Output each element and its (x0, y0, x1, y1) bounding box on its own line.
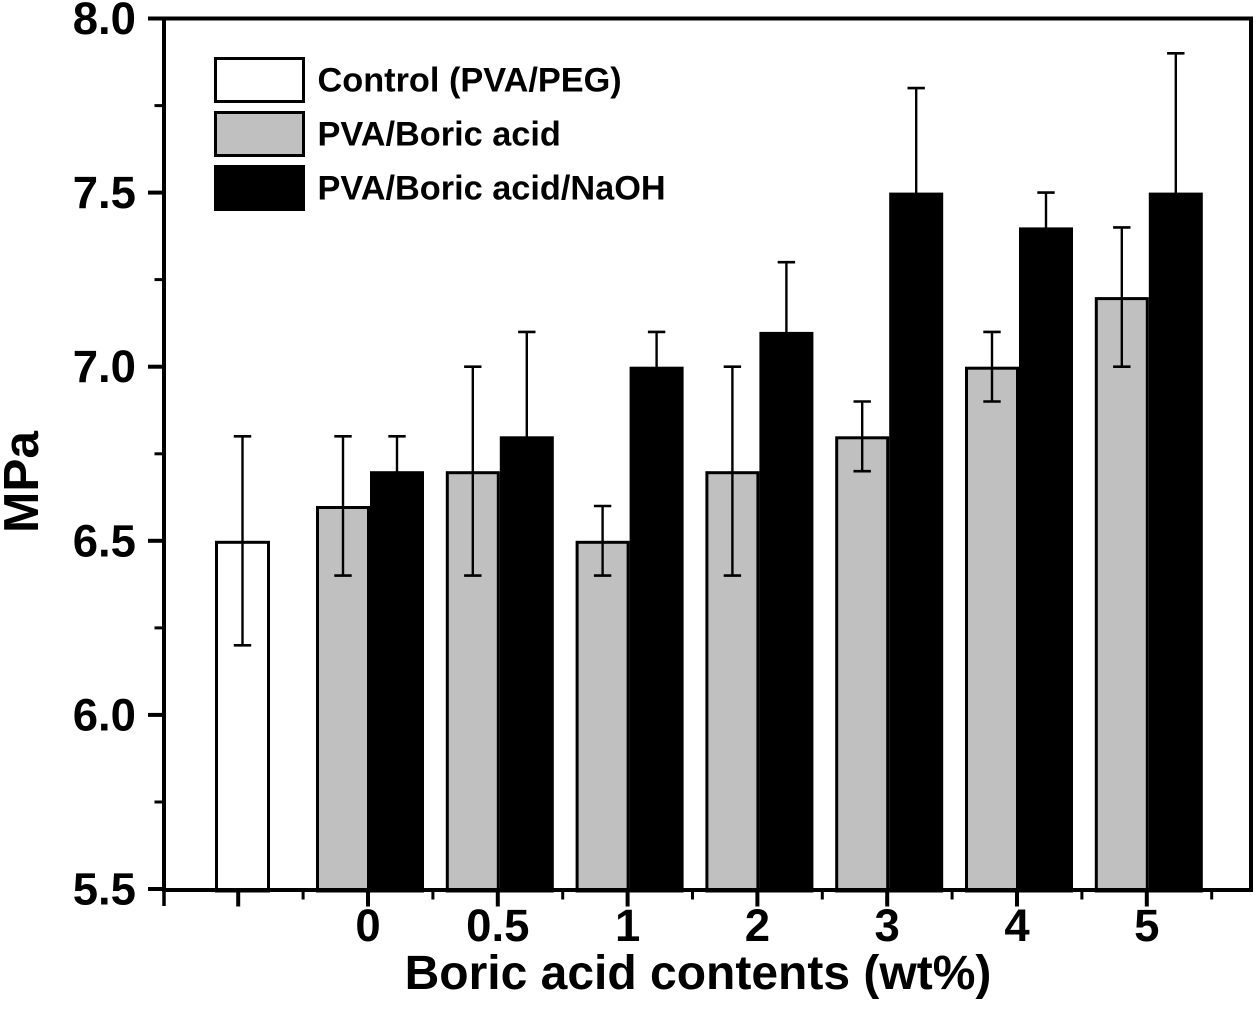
svg-text:2: 2 (745, 900, 770, 951)
svg-text:Control (PVA/PEG): Control (PVA/PEG) (318, 62, 622, 100)
svg-text:1: 1 (615, 900, 640, 951)
svg-text:5.5: 5.5 (73, 864, 136, 915)
svg-text:0.5: 0.5 (466, 900, 529, 951)
svg-text:7.5: 7.5 (73, 167, 136, 218)
svg-text:PVA/Boric acid/NaOH: PVA/Boric acid/NaOH (318, 170, 666, 208)
svg-text:4: 4 (1004, 900, 1030, 951)
svg-text:7.0: 7.0 (73, 341, 136, 392)
svg-text:0: 0 (355, 900, 380, 951)
svg-text:MPa: MPa (0, 431, 49, 533)
svg-text:8.0: 8.0 (73, 0, 136, 44)
svg-text:6.5: 6.5 (73, 515, 136, 566)
svg-text:5: 5 (1134, 900, 1159, 951)
svg-text:6.0: 6.0 (73, 689, 136, 740)
svg-text:3: 3 (875, 900, 900, 951)
svg-text:PVA/Boric acid: PVA/Boric acid (318, 116, 561, 154)
svg-text:Boric acid contents (wt%): Boric acid contents (wt%) (405, 947, 992, 1000)
